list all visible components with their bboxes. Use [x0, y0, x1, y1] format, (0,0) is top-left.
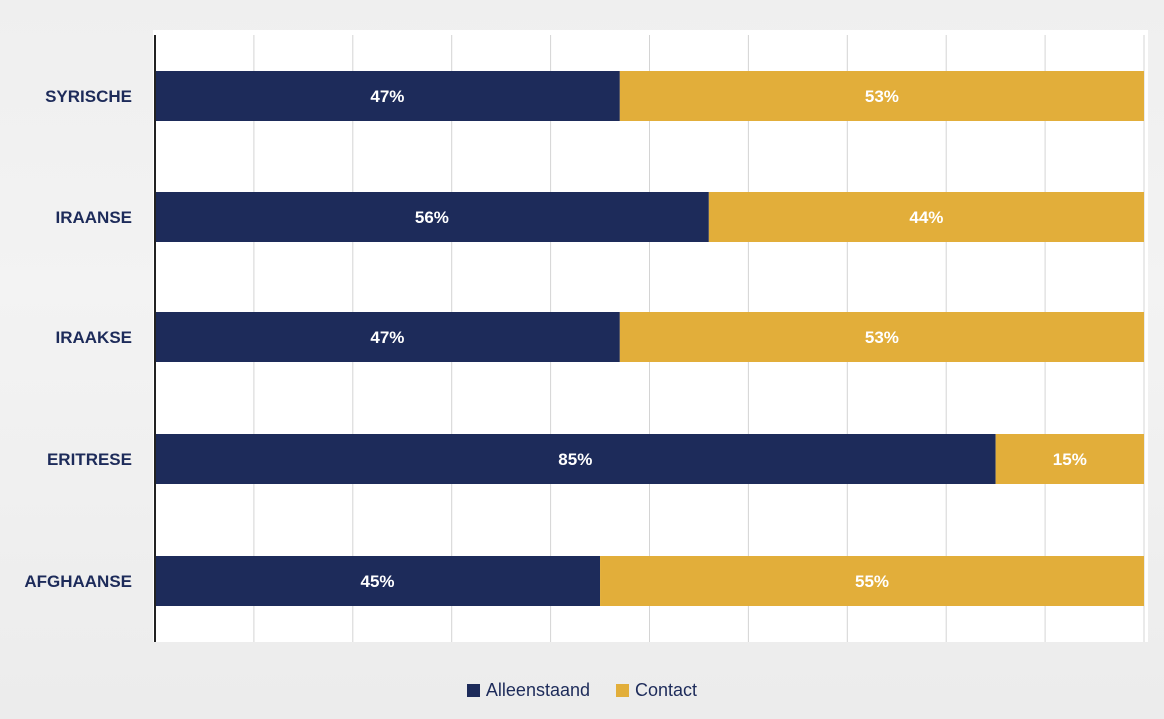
- bar-contact-eritrese: [995, 434, 1144, 484]
- bar-alleenstaand-afghaanse: [155, 556, 601, 606]
- legend-swatch-contact: [616, 683, 630, 697]
- bar-contact-afghaanse: [600, 556, 1144, 606]
- bar-contact-syrische: [619, 71, 1144, 121]
- data-label-contact-syrische: 53%: [865, 87, 899, 106]
- legend-item-contact: Contact: [616, 680, 697, 701]
- legend-label-contact: Contact: [635, 679, 698, 700]
- category-label-afghaanse: AFGHAANSE: [24, 572, 132, 591]
- data-label-alleenstaand-iraanse: 56%: [415, 208, 449, 227]
- data-label-alleenstaand-syrische: 47%: [370, 87, 404, 106]
- bar-alleenstaand-iraakse: [155, 312, 620, 362]
- category-labels: SYRISCHE IRAANSE IRAAKSE ERITRESE AFGHAANSE: [24, 87, 132, 591]
- data-label-contact-afghaanse: 55%: [855, 572, 889, 591]
- bar-alleenstaand-iraanse: [155, 192, 709, 242]
- legend: Alleenstaand Contact: [0, 676, 1164, 704]
- bar-alleenstaand-syrische: [155, 71, 620, 121]
- category-label-iraanse: IRAANSE: [55, 208, 132, 227]
- legend-item-alleenstaand: Alleenstaand: [466, 679, 591, 701]
- legend-label-alleenstaand: Alleenstaand: [485, 679, 591, 700]
- legend-swatch-alleenstaand: [466, 683, 480, 697]
- data-label-alleenstaand-iraakse: 47%: [370, 328, 404, 347]
- data-label-contact-iraakse: 53%: [865, 328, 899, 347]
- category-label-eritrese: ERITRESE: [47, 450, 132, 469]
- bar-contact-iraanse: [708, 192, 1144, 242]
- category-label-syrische: SYRISCHE: [45, 87, 132, 106]
- data-label-alleenstaand-afghaanse: 45%: [361, 572, 395, 591]
- bar-alleenstaand-eritrese: [155, 434, 996, 484]
- bar-contact-iraakse: [619, 312, 1144, 362]
- bars: 47% 53% 56% 44% 47% 53% 85% 15% 45% 55%: [155, 71, 1144, 606]
- data-label-contact-iraanse: 44%: [909, 208, 943, 227]
- data-label-contact-eritrese: 15%: [1053, 450, 1087, 469]
- category-label-iraakse: IRAAKSE: [55, 328, 132, 347]
- stacked-bar-chart: 47% 53% 56% 44% 47% 53% 85% 15% 45% 55% SYRISCHE I…: [24, 35, 1145, 642]
- data-label-alleenstaand-eritrese: 85%: [558, 450, 592, 469]
